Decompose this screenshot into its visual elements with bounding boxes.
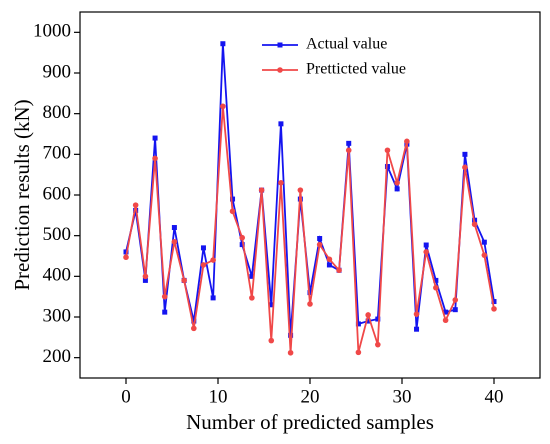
data-point [326, 262, 332, 268]
y-tick-label: 800 [43, 102, 72, 123]
data-point [278, 180, 284, 186]
data-point [162, 309, 168, 315]
data-point [239, 234, 245, 241]
data-point [181, 277, 187, 284]
data-point [249, 295, 255, 301]
legend-marker [277, 67, 283, 73]
data-point [336, 267, 342, 274]
data-point [229, 208, 236, 215]
data-point [394, 180, 400, 186]
data-point [297, 187, 304, 193]
data-point [414, 326, 420, 332]
y-tick-label: 900 [43, 61, 72, 82]
data-point [171, 225, 177, 231]
x-tick-label: 30 [393, 386, 412, 407]
y-tick-label: 400 [43, 265, 72, 286]
data-point [452, 297, 459, 303]
data-point [307, 290, 313, 296]
data-point [481, 239, 487, 245]
y-tick-label: 500 [43, 224, 72, 245]
data-point [249, 273, 255, 279]
data-point [142, 273, 149, 280]
data-point [326, 256, 333, 263]
data-point [423, 242, 429, 248]
data-point [210, 295, 216, 301]
data-point [452, 307, 458, 313]
data-point [230, 196, 236, 202]
legend-marker [277, 42, 283, 48]
data-point [287, 349, 294, 356]
data-point [346, 140, 352, 146]
data-point [462, 151, 468, 157]
data-point [191, 318, 197, 324]
data-point [355, 321, 361, 327]
data-point [210, 257, 216, 263]
data-point [191, 325, 197, 332]
data-point [423, 249, 429, 255]
data-point [152, 135, 158, 141]
x-tick-label: 20 [301, 386, 320, 407]
data-point [123, 249, 129, 255]
data-point [442, 317, 449, 324]
series-line [125, 106, 495, 353]
data-point [375, 341, 381, 348]
x-tick-label: 10 [209, 386, 228, 407]
data-point [433, 284, 439, 291]
data-point [345, 147, 352, 154]
data-point [491, 299, 497, 305]
data-point [481, 252, 488, 258]
data-point [200, 245, 206, 251]
data-point [278, 121, 284, 127]
data-point [375, 316, 381, 322]
data-point [258, 187, 265, 193]
data-point [142, 277, 148, 283]
data-point [404, 138, 410, 145]
y-tick-label: 200 [43, 346, 72, 367]
y-tick-label: 1000 [33, 21, 71, 42]
data-point [365, 312, 371, 318]
data-point [268, 302, 274, 308]
data-point [316, 241, 323, 248]
data-point [220, 103, 226, 110]
data-point [132, 202, 139, 208]
y-tick-label: 700 [43, 143, 72, 164]
data-point [268, 337, 275, 344]
y-tick-label: 600 [43, 183, 72, 204]
data-point [365, 318, 371, 324]
data-point [307, 301, 313, 307]
data-point [433, 277, 439, 283]
data-point [355, 349, 362, 356]
data-point [384, 147, 391, 154]
data-point [123, 254, 129, 261]
data-point [239, 242, 245, 248]
data-point [394, 186, 400, 192]
legend-label: Pretticted value [306, 61, 406, 78]
data-point [200, 262, 207, 268]
x-tick-label: 40 [485, 386, 504, 407]
data-point [471, 221, 478, 228]
y-axis-label: Prediction results (kN) [10, 99, 34, 290]
data-point [413, 311, 420, 317]
data-point [171, 238, 178, 245]
data-point [152, 155, 158, 162]
plot-frame [79, 11, 541, 379]
data-point [317, 236, 323, 242]
x-axis-label: Number of predicted samples [186, 410, 434, 434]
data-point [220, 41, 226, 47]
legend-label: Actual value [306, 36, 387, 53]
data-point [288, 332, 294, 338]
x-tick-label: 0 [121, 386, 131, 407]
data-point [491, 306, 497, 312]
data-point [462, 164, 468, 171]
y-tick-label: 300 [43, 305, 72, 326]
data-point [161, 293, 168, 300]
data-point [443, 309, 449, 315]
